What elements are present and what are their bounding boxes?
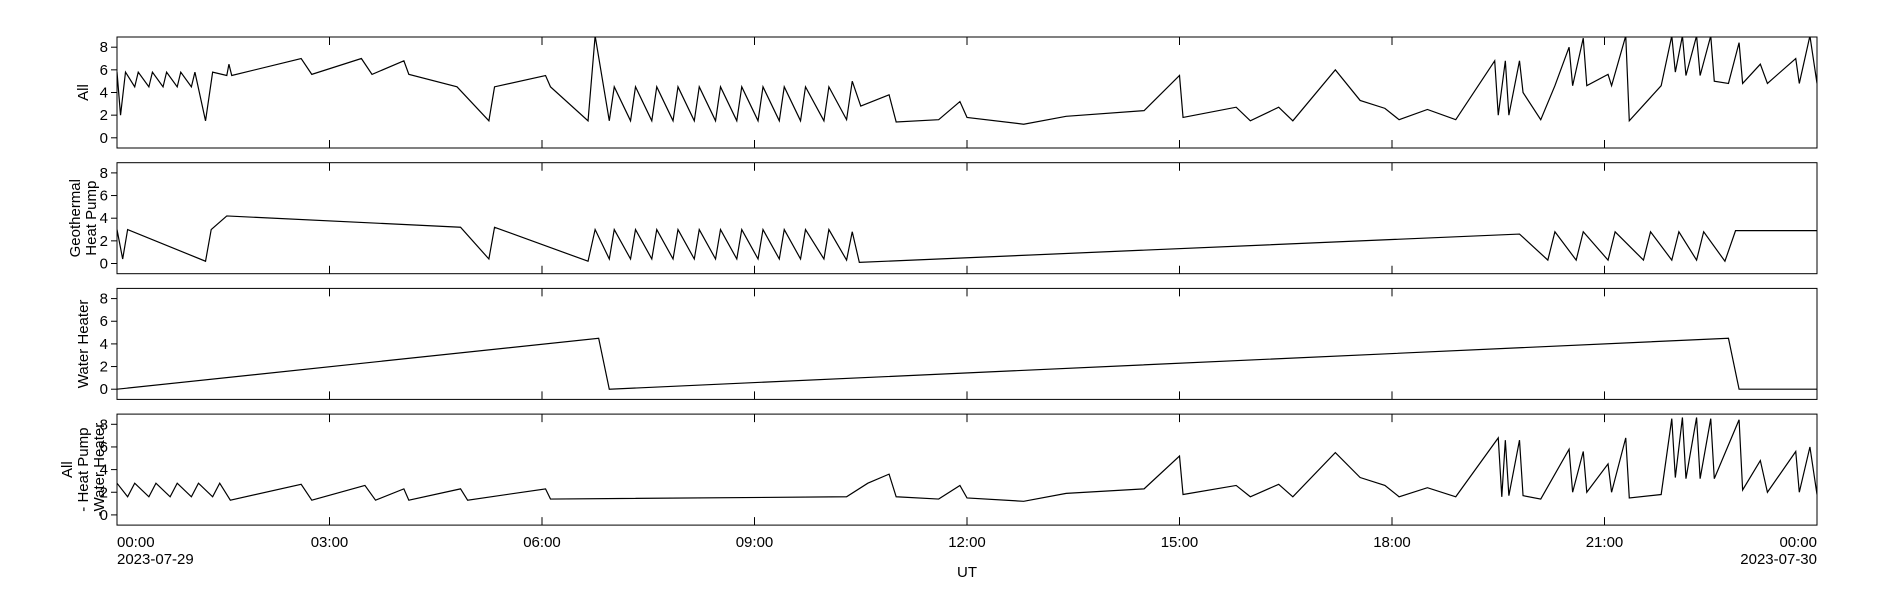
y-tick-label: 0 xyxy=(100,256,108,273)
y-tick-label: 4 xyxy=(100,210,108,227)
y-tick-label: 2 xyxy=(100,107,108,124)
y-axis-label: - Heat Pump xyxy=(75,427,92,511)
y-tick-label: 0 xyxy=(100,507,108,524)
panel-frame xyxy=(116,36,1818,149)
y-tick-label: 8 xyxy=(100,291,108,308)
x-tick-label: 00:00 xyxy=(1779,534,1817,551)
x-tick-label: 12:00 xyxy=(948,534,986,551)
y-axis-label: All xyxy=(59,461,76,478)
y-tick-label: 2 xyxy=(100,359,108,376)
y-tick-label: 0 xyxy=(100,381,108,398)
y-tick-label: 4 xyxy=(100,336,108,353)
x-date-label: 2023-07-30 xyxy=(1740,551,1817,568)
x-tick-label: 18:00 xyxy=(1373,534,1411,551)
y-axis-label: Water Heater xyxy=(75,300,92,389)
panel-frame xyxy=(116,287,1818,400)
y-axis-label: Geothermal xyxy=(67,179,84,257)
x-tick-label: 03:00 xyxy=(311,534,349,551)
data-line xyxy=(117,337,1817,390)
data-line xyxy=(117,417,1817,502)
x-tick-label: 00:00 xyxy=(117,534,155,551)
panel-frame xyxy=(116,413,1818,526)
y-tick-label: 8 xyxy=(100,39,108,56)
y-axis-label: All xyxy=(75,84,92,101)
y-tick-label: 8 xyxy=(100,165,108,182)
y-tick-label: 4 xyxy=(100,85,108,102)
y-tick-label: 6 xyxy=(100,313,108,330)
panel-frame xyxy=(116,162,1818,275)
x-tick-label: 15:00 xyxy=(1161,534,1199,551)
y-tick-label: 4 xyxy=(100,462,108,479)
y-tick-label: 0 xyxy=(100,130,108,147)
x-tick-label: 06:00 xyxy=(523,534,561,551)
data-line xyxy=(117,215,1817,263)
y-axis-label: -Water Heater xyxy=(91,423,108,517)
x-tick-label: 21:00 xyxy=(1586,534,1624,551)
x-axis-label: UT xyxy=(957,564,977,581)
y-tick-label: 2 xyxy=(100,233,108,250)
data-line xyxy=(117,37,1817,125)
y-tick-label: 8 xyxy=(100,416,108,433)
y-tick-label: 6 xyxy=(100,62,108,79)
y-axis-label: Heat Pump xyxy=(83,181,100,256)
x-date-label: 2023-07-29 xyxy=(117,551,194,568)
y-tick-label: 6 xyxy=(100,188,108,205)
y-tick-label: 2 xyxy=(100,484,108,501)
y-tick-label: 6 xyxy=(100,439,108,456)
x-tick-label: 09:00 xyxy=(736,534,774,551)
